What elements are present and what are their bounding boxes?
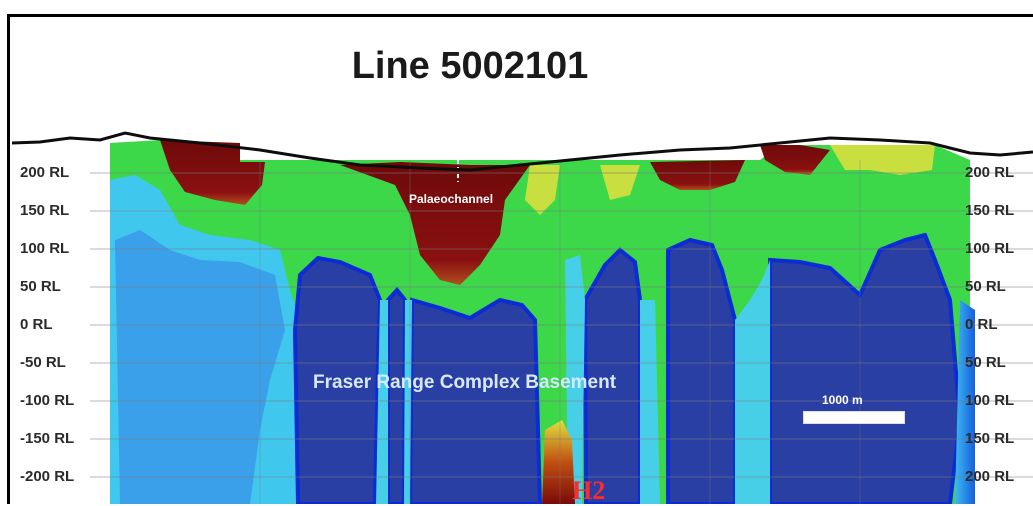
yellow-patches: [525, 145, 935, 215]
rl-label-right: 150 RL: [965, 430, 1015, 447]
scale-bar-label: 1000 m: [822, 393, 863, 407]
rl-label-left: -200 RL: [20, 468, 75, 485]
scale-bar: [803, 411, 905, 424]
rl-label-left: -150 RL: [20, 430, 75, 447]
vertical-gridlines: [259, 160, 861, 504]
rl-label-left: 150 RL: [20, 202, 70, 219]
h2-anomaly-label: H2: [572, 476, 606, 505]
rl-label-left: -100 RL: [20, 392, 75, 409]
cyan-fringes: [376, 255, 770, 504]
rl-label-left: 200 RL: [20, 164, 70, 181]
rl-label-left: 0 RL: [20, 316, 53, 333]
palaeochannel-label: Palaeochannel: [409, 192, 494, 206]
rl-label-left: 50 RL: [20, 278, 61, 295]
rl-label-right: 100 RL: [965, 240, 1015, 257]
elevation-gridlines: [90, 172, 1033, 478]
h2-anomaly: [542, 420, 575, 504]
rl-label-right: 200 RL: [965, 468, 1015, 485]
basement-bodies: [292, 232, 963, 504]
rl-label-left: 100 RL: [20, 240, 70, 257]
topography-line: [11, 131, 1033, 172]
rl-label-right: 200 RL: [965, 164, 1015, 181]
basement-label: Fraser Range Complex Basement: [313, 372, 617, 393]
right-blue-wedge: [955, 300, 975, 504]
section-title: Line 5002101: [351, 45, 589, 87]
rl-label-left: -50 RL: [20, 354, 66, 371]
rl-label-right: 150 RL: [965, 202, 1015, 219]
rl-label-right: 0 RL: [965, 316, 998, 333]
rl-label-right: 50 RL: [965, 354, 1006, 371]
rl-label-right: 100 RL: [965, 392, 1015, 409]
left-blue-zone: [115, 230, 285, 504]
rl-label-right: 50 RL: [965, 278, 1006, 295]
